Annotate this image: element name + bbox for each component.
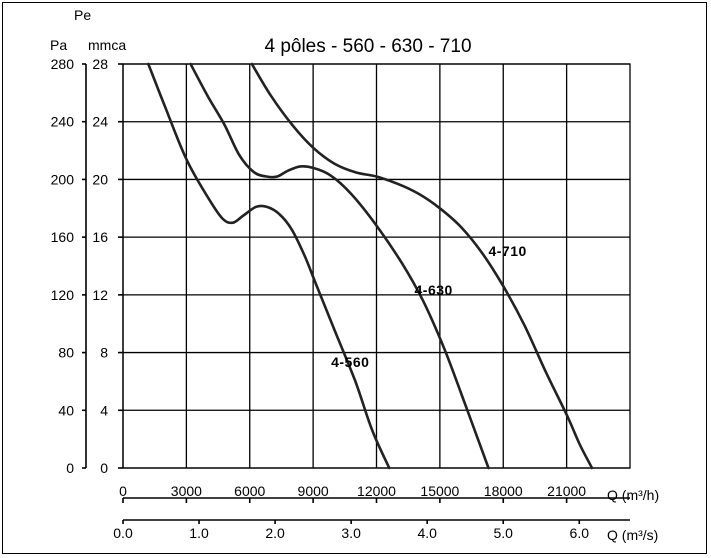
x-tick-m3h: 21000 xyxy=(547,483,586,499)
x-axis-m3s-label: Q (m³/s) xyxy=(607,527,658,543)
y-tick-mmca: 8 xyxy=(100,345,108,361)
y-tick-pa: 200 xyxy=(51,171,75,187)
y-tick-pa: 240 xyxy=(51,114,75,130)
x-tick-m3s: 0.0 xyxy=(113,525,133,541)
series-line-4-710 xyxy=(250,62,594,470)
y-tick-pa: 40 xyxy=(58,402,74,418)
y-tick-mmca: 12 xyxy=(92,287,108,303)
x-tick-m3h: 6000 xyxy=(234,483,265,499)
axis-layer xyxy=(85,64,630,521)
x-tick-m3s: 4.0 xyxy=(417,525,437,541)
curve-layer xyxy=(147,62,594,470)
y-tick-pa: 80 xyxy=(58,345,74,361)
y-tick-mmca: 24 xyxy=(92,114,108,130)
plot-border xyxy=(122,63,631,469)
y-tick-pa: 160 xyxy=(51,229,75,245)
series-label-4-560: 4-560 xyxy=(331,354,369,370)
x-tick-m3s: 3.0 xyxy=(341,525,361,541)
y-tick-pa: 0 xyxy=(66,460,74,476)
x-tick-m3s: 2.0 xyxy=(265,525,285,541)
x-tick-m3s: 1.0 xyxy=(189,525,209,541)
y-axis-mmca-label: mmca xyxy=(88,37,126,53)
x-tick-m3h: 15000 xyxy=(420,483,459,499)
y-tick-mmca: 4 xyxy=(100,402,108,418)
y-tick-mmca: 20 xyxy=(92,171,108,187)
x-tick-m3h: 3000 xyxy=(171,483,202,499)
y-tick-mmca: 28 xyxy=(92,56,108,72)
x-tick-m3h: 0 xyxy=(119,483,127,499)
y-axis-pa-label: Pa xyxy=(50,37,67,53)
series-label-4-630: 4-630 xyxy=(415,282,453,298)
y-tick-pa: 120 xyxy=(51,287,75,303)
grid-layer xyxy=(122,63,631,469)
series-label-4-710: 4-710 xyxy=(488,243,526,259)
y-axis-pe-label: Pe xyxy=(74,7,91,23)
chart-title: 4 pôles - 560 - 630 - 710 xyxy=(264,36,471,57)
series-line-4-560 xyxy=(147,62,391,470)
x-tick-m3s: 5.0 xyxy=(493,525,513,541)
x-tick-m3s: 6.0 xyxy=(570,525,590,541)
y-tick-pa: 280 xyxy=(51,56,75,72)
series-line-4-630 xyxy=(189,62,490,470)
label-layer: 4-560 4-630 4-710 xyxy=(331,243,526,370)
x-axis-m3h-label: Q (m³/h) xyxy=(607,487,659,503)
x-tick-m3h: 12000 xyxy=(357,483,396,499)
x-tick-m3h: 18000 xyxy=(484,483,523,499)
x-tick-m3h: 9000 xyxy=(298,483,329,499)
y-tick-mmca: 0 xyxy=(100,460,108,476)
y-tick-mmca: 16 xyxy=(92,229,108,245)
